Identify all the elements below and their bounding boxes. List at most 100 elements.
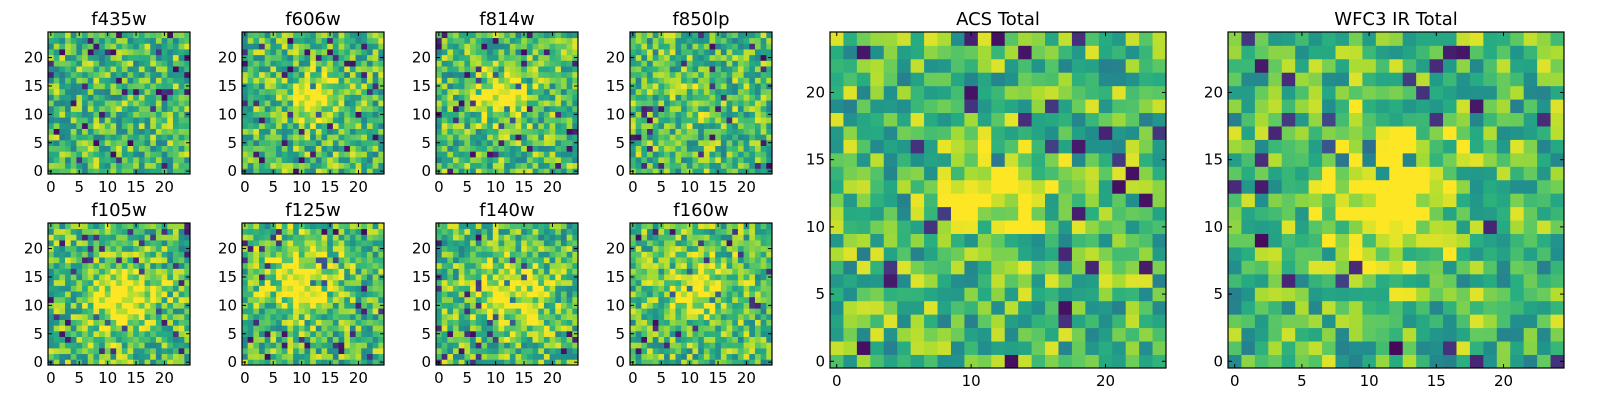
heatmap-cell [737,83,744,90]
heatmap-cell [378,134,385,141]
heatmap-cell [82,60,89,67]
heatmap-cell [276,49,283,56]
heatmap-cell [458,145,465,152]
heatmap-cell [332,32,339,39]
heatmap-cell [766,77,773,84]
heatmap-cell [276,94,283,101]
heatmap-cell [458,100,465,107]
heatmap-cell [355,291,362,298]
heatmap-cell [264,359,271,366]
heatmap-cell [150,268,157,275]
heatmap-cell [538,105,545,112]
heatmap-cell [726,88,733,95]
heatmap-cell [664,279,671,286]
heatmap-cell [372,325,379,332]
heatmap-cell [378,77,385,84]
heatmap-cell [138,257,145,264]
heatmap-cell [155,279,162,286]
heatmap-cell [155,122,162,129]
heatmap-cell [378,32,385,39]
heatmap-cell [715,60,722,67]
heatmap-cell [737,128,744,135]
heatmap-cell [378,37,385,44]
heatmap-cell [515,223,522,230]
heatmap-cell [93,262,100,269]
heatmap-cell [76,122,83,129]
heatmap-cell [59,234,66,241]
heatmap-cell [635,77,642,84]
heatmap-cell [664,122,671,129]
heatmap-cell [338,347,345,355]
heatmap-cell [532,156,539,164]
heatmap-cell [121,302,128,309]
heatmap-cell [82,308,89,315]
heatmap-cell [48,228,55,235]
heatmap-cell [110,71,117,78]
heatmap-cell [366,279,374,286]
heatmap-cell [298,83,305,90]
heatmap-cell [242,100,249,107]
heatmap-cell [178,156,185,164]
heatmap-cell [144,336,151,343]
heatmap-cell [743,66,750,73]
heatmap-cell [144,251,151,258]
heatmap-cell [247,145,254,152]
heatmap-cell [447,145,454,152]
heatmap-cell [509,257,516,264]
heatmap-cell [327,342,334,349]
heatmap-cell [138,60,145,67]
heatmap-cell [555,162,562,169]
heatmap-cell [116,37,123,44]
heatmap-cell [144,168,151,175]
heatmap-cell [732,54,739,61]
heatmap-cell [178,308,185,315]
heatmap-cell [178,139,185,146]
heatmap-cell [566,88,573,95]
heatmap-cell [321,319,328,326]
heatmap-cell [276,308,283,315]
heatmap-cell [310,251,317,258]
heatmap-cell [749,319,756,326]
heatmap-cell [247,100,254,107]
heatmap-cell [366,94,374,101]
heatmap-cell [76,117,83,124]
heatmap-cell [641,66,648,73]
heatmap-cell [281,111,288,118]
heatmap-cell [720,100,727,107]
heatmap-cell [515,251,522,258]
heatmap-cell [93,156,100,164]
heatmap-cell [532,336,539,343]
heatmap-cell [349,32,356,39]
heatmap-cell [498,330,505,337]
heatmap-cell [355,151,362,158]
heatmap-cell [754,83,762,90]
heatmap-cell [441,234,448,241]
heatmap-cell [315,336,322,343]
heatmap-cell [121,162,128,169]
x-tick-label: 15 [126,178,145,196]
y-tick-label: 5 [227,325,237,343]
heatmap-cell [298,342,305,349]
heatmap-cell [560,342,568,349]
heatmap-cell [470,94,477,101]
heatmap-cell [470,325,477,332]
heatmap-cell [720,162,727,169]
heatmap-cell [543,54,550,61]
heatmap-cell [298,268,305,275]
heatmap-cell [470,32,477,39]
heatmap-cell [715,145,722,152]
heatmap-cell [470,302,477,309]
heatmap-cell [464,319,471,326]
heatmap-cell [304,274,311,281]
heatmap-cell [184,49,191,56]
heatmap-cell [652,325,659,332]
heatmap-cell [743,94,750,101]
heatmap-cell [715,105,722,112]
heatmap-cell [355,100,362,107]
heatmap-cell [566,83,573,90]
heatmap-cell [441,105,448,112]
heatmap-cell [167,71,174,78]
heatmap-cell [259,100,266,107]
heatmap-cell [70,342,77,349]
heatmap-cell [760,353,767,360]
